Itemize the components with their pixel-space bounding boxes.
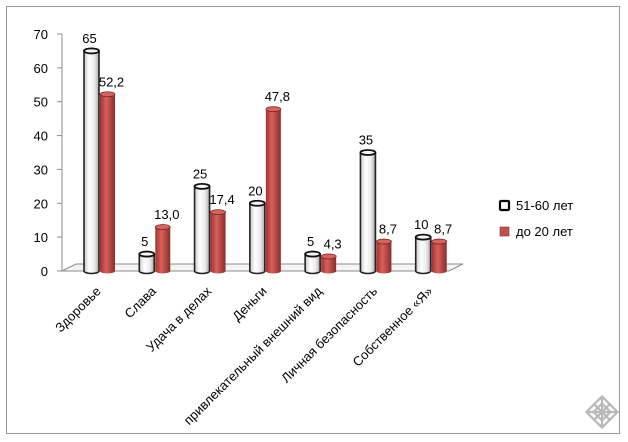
- category-label: Здоровье: [52, 284, 104, 336]
- category-label: Личная безопасность: [278, 283, 380, 385]
- category-label: Слава: [121, 283, 159, 321]
- bar-series2: [99, 91, 116, 274]
- category-label: Деньги: [229, 284, 269, 324]
- data-label-series1: 10: [414, 217, 428, 232]
- bar-series1: [414, 233, 432, 275]
- bar-series2: [154, 224, 171, 274]
- y-tick-label: 50: [34, 95, 48, 110]
- y-tick-label: 30: [34, 162, 48, 177]
- bar-series1: [193, 182, 211, 275]
- data-label-series2: 17,4: [209, 192, 234, 207]
- legend-item-series1: 51-60 лет: [498, 198, 573, 213]
- bar-series1: [83, 47, 100, 275]
- y-tick-label: 0: [41, 264, 48, 279]
- y-tick-label: 20: [34, 196, 48, 211]
- chart-legend: 51-60 лет до 20 лет: [498, 198, 573, 239]
- data-label-series1: 35: [359, 133, 373, 148]
- data-label-series1: 25: [193, 166, 207, 181]
- data-label-series1: 20: [248, 183, 262, 198]
- data-label-series1: 5: [307, 234, 314, 249]
- chart-bars: [83, 47, 448, 275]
- bar-series2: [210, 209, 226, 274]
- data-label-series2: 4,3: [324, 236, 342, 251]
- bar-series2: [376, 238, 392, 274]
- data-label-series2: 8,7: [379, 222, 397, 237]
- data-label-series1: 5: [141, 234, 148, 249]
- data-label-series2: 13,0: [154, 207, 179, 222]
- bar-series2: [265, 106, 282, 274]
- data-label-series1: 65: [82, 31, 96, 46]
- data-label-series2: 47,8: [265, 89, 290, 104]
- y-tick-label: 70: [34, 27, 48, 42]
- bar-series2: [320, 253, 337, 274]
- legend-item-series2: до 20 лет: [499, 224, 573, 239]
- y-tick-label: 10: [34, 230, 48, 245]
- bar-series2: [431, 238, 448, 274]
- bar-series1: [304, 250, 322, 275]
- y-tick-label: 60: [34, 61, 48, 76]
- data-label-series2: 8,7: [434, 222, 452, 237]
- legend-label: 51-60 лет: [516, 198, 573, 213]
- legend-label: до 20 лет: [516, 224, 573, 239]
- bar-series1: [248, 199, 266, 275]
- y-tick-label: 40: [34, 129, 48, 144]
- bar-series1: [359, 149, 377, 275]
- endless-knot-icon: [584, 394, 620, 430]
- bar-series1: [138, 250, 156, 275]
- data-label-series2: 52,2: [99, 74, 124, 89]
